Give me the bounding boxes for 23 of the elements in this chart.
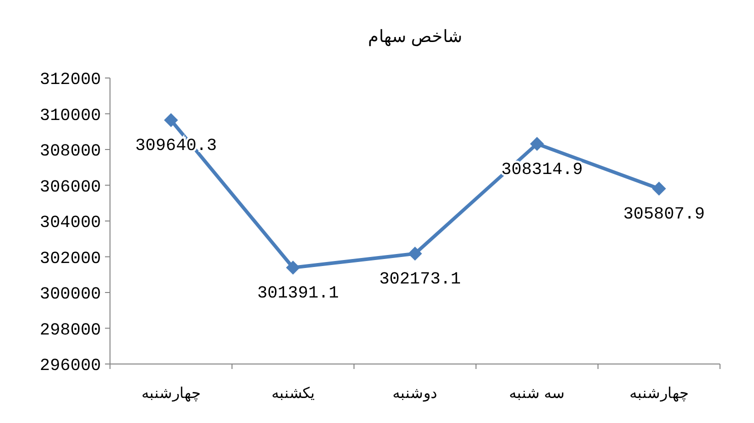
- x-tick-label: دوشنبه: [392, 385, 438, 402]
- y-tick-label: 306000: [40, 178, 101, 198]
- data-label: 305807.9: [623, 206, 705, 225]
- point: [164, 113, 178, 128]
- data-label: 302173.1: [379, 270, 461, 290]
- y-tick-label: 312000: [40, 71, 101, 90]
- point: [408, 246, 422, 261]
- y-tick-label: 304000: [40, 214, 101, 233]
- y-tick-label: 300000: [40, 286, 101, 304]
- y-tick-label: 310000: [40, 106, 101, 126]
- x-tick-label: سه شنبه: [508, 385, 566, 402]
- chart-title: شاخص سهام: [368, 27, 462, 47]
- y-tick-label: 308000: [40, 142, 101, 162]
- x-tick-label: چهارشنبه: [142, 385, 200, 402]
- y-tick-label: 296000: [40, 357, 101, 376]
- point: [652, 182, 666, 196]
- x-tick-label: یکشنبه: [272, 385, 314, 402]
- point: [530, 136, 544, 151]
- y-tick-label: 302000: [40, 250, 101, 269]
- data-label: 301391.1: [257, 284, 339, 304]
- x-tick-label: چهارشنبه: [630, 385, 688, 402]
- y-tick-label: 298000: [40, 321, 101, 340]
- point: [286, 260, 300, 275]
